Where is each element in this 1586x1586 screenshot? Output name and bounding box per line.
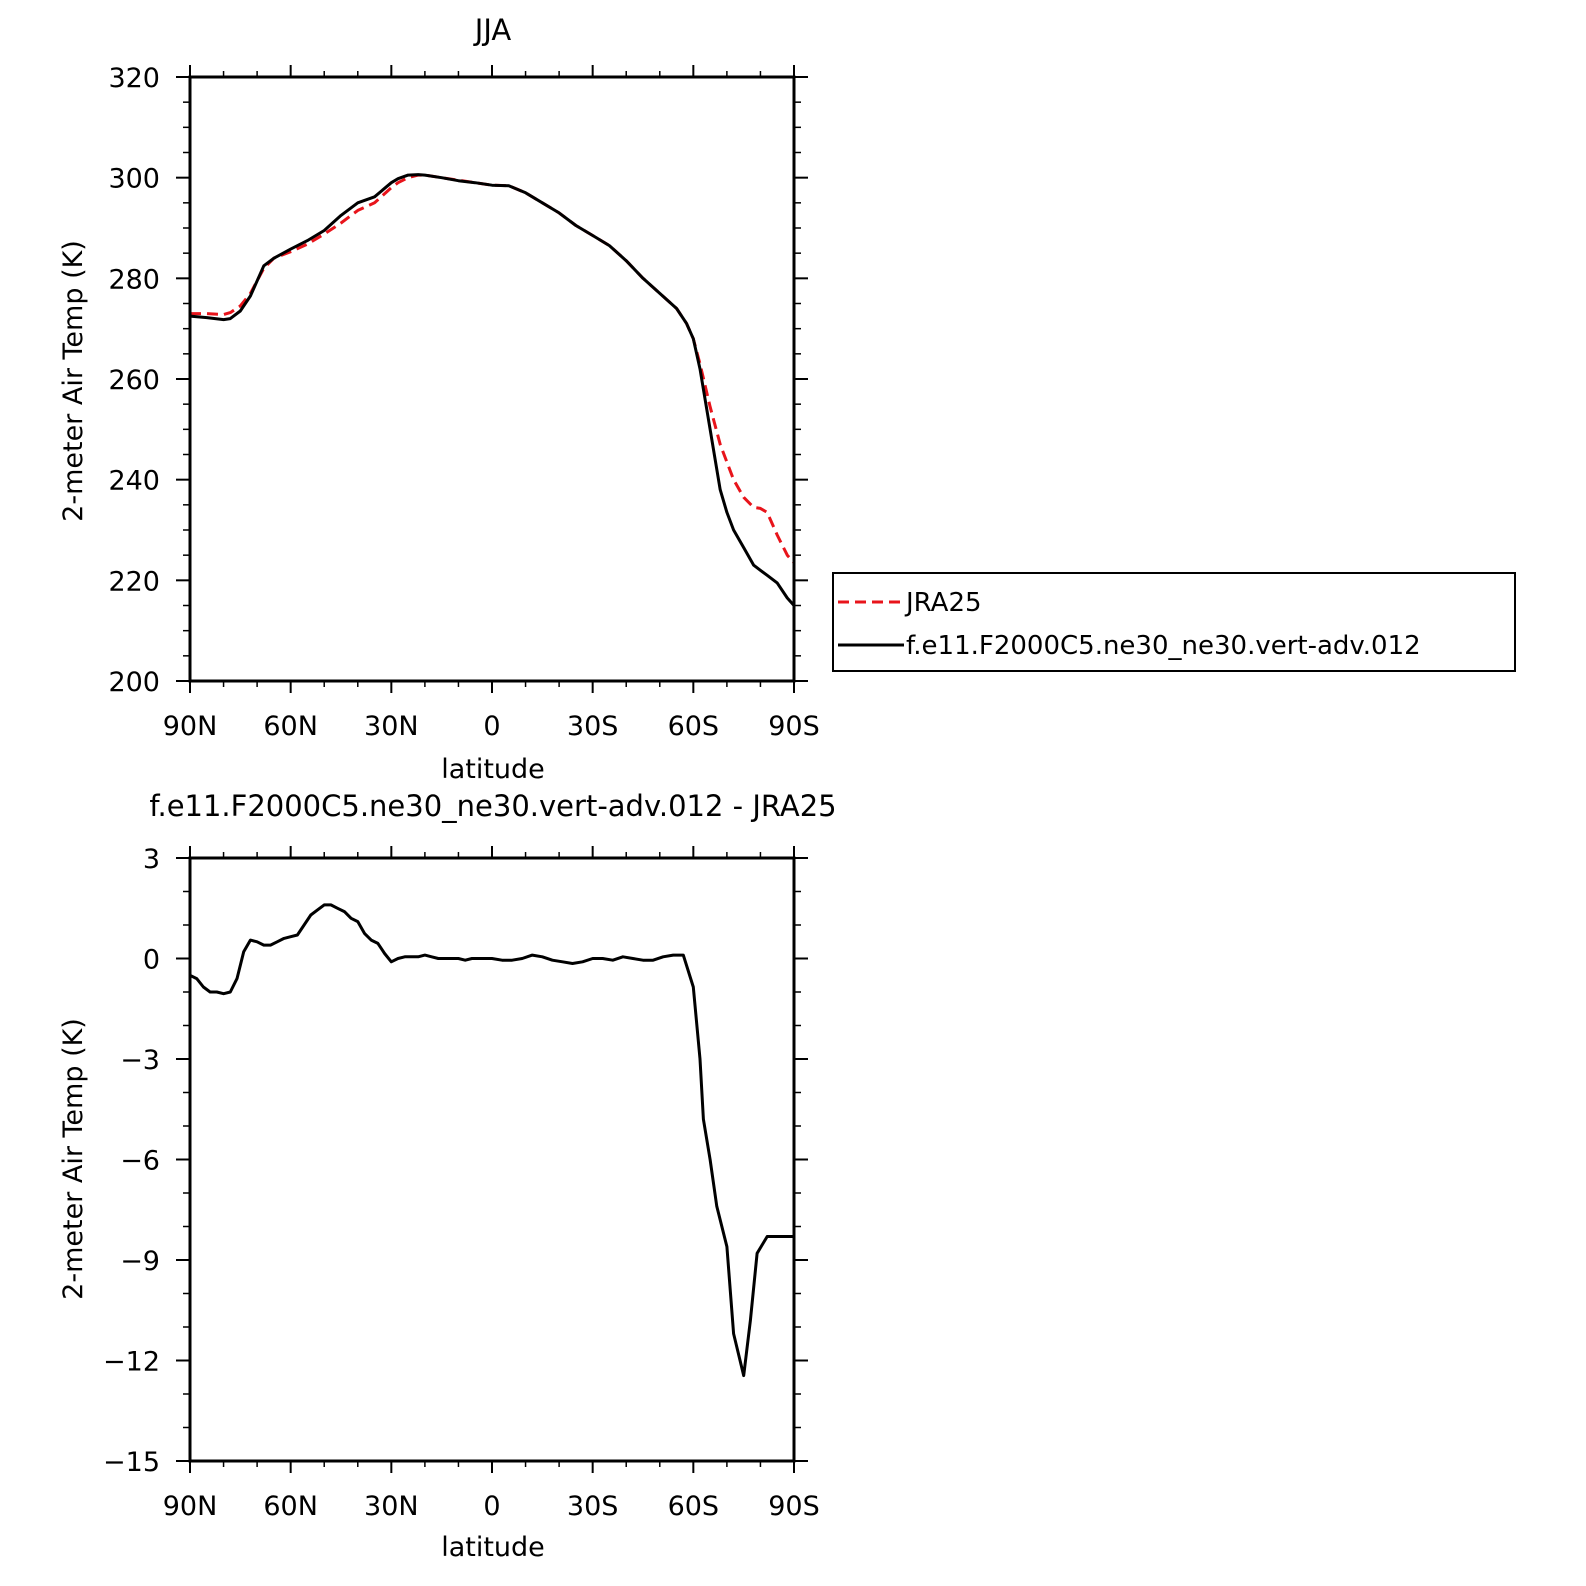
y-tick-label: −15 [103, 1447, 160, 1478]
series-line-f-e11-f2000c5-ne30-ne30-vert-adv-012 [189, 173, 796, 607]
plot-frame [188, 856, 796, 1463]
y-tick-label: 200 [108, 667, 160, 698]
chart-title: f.e11.F2000C5.ne30_ne30.vert-adv.012 - J… [149, 789, 836, 823]
y-tick-label: −3 [120, 1045, 160, 1076]
difference-chart: f.e11.F2000C5.ne30_ne30.vert-adv.012 - J… [58, 789, 837, 1563]
legend-box [832, 572, 1516, 672]
series-lines [189, 903, 794, 1378]
y-tick-label: 260 [108, 365, 160, 396]
x-tick-label: 30S [567, 711, 619, 742]
series-line-jra25 [190, 173, 796, 564]
x-tick-label: 30N [364, 1491, 419, 1522]
y-tick-label: −9 [120, 1246, 160, 1277]
axis-ticks [176, 846, 808, 1473]
x-tick-label: 60N [263, 1491, 318, 1522]
y-tick-label: 280 [108, 264, 160, 295]
x-tick-label: 0 [483, 711, 500, 742]
axis-ticks [176, 65, 808, 693]
x-tick-label: 60S [668, 711, 720, 742]
y-tick-label: −12 [103, 1347, 160, 1378]
x-tick-label: 60N [263, 711, 318, 742]
x-tick-label: 60S [668, 1491, 720, 1522]
x-axis-label: latitude [441, 1532, 545, 1563]
y-tick-label: 0 [143, 945, 160, 976]
legend-label-model: f.e11.F2000C5.ne30_ne30.vert-adv.012 [906, 631, 1421, 661]
y-tick-label: 300 [108, 164, 160, 195]
y-tick-label: 240 [108, 466, 160, 497]
legend: JRA25 f.e11.F2000C5.ne30_ne30.vert-adv.0… [832, 572, 1516, 672]
y-axis-label: 2-meter Air Temp (K) [58, 240, 89, 522]
x-axis-label: latitude [441, 754, 545, 785]
chart-title: JJA [473, 13, 512, 47]
tick-labels: 200 220 240 260 280 300 320 90N 60N 30N 0 30S 60S 90S [108, 63, 819, 742]
x-tick-label: 30N [364, 711, 419, 742]
x-tick-label: 90S [768, 711, 820, 742]
x-tick-label: 0 [483, 1491, 500, 1522]
y-tick-label: 220 [108, 566, 160, 597]
x-tick-label: 90N [163, 1491, 218, 1522]
plot-frame [188, 75, 796, 683]
y-tick-label: −6 [120, 1146, 160, 1177]
series-line-difference [189, 903, 794, 1378]
y-axis-label: 2-meter Air Temp (K) [58, 1018, 89, 1300]
legend-label-jra25: JRA25 [904, 588, 982, 618]
x-tick-label: 30S [567, 1491, 619, 1522]
tick-labels: −15 −12 −9 −6 −3 0 3 90N 60N 30N 0 30S 60S 90S [103, 844, 820, 1522]
temperature-chart: JJA 2-meter Air Temp (K) latitude 200 220… [58, 13, 820, 785]
y-tick-label: 320 [108, 63, 160, 94]
x-tick-label: 90S [768, 1491, 820, 1522]
x-tick-label: 90N [163, 711, 218, 742]
series-lines [189, 173, 796, 607]
y-tick-label: 3 [143, 844, 160, 875]
